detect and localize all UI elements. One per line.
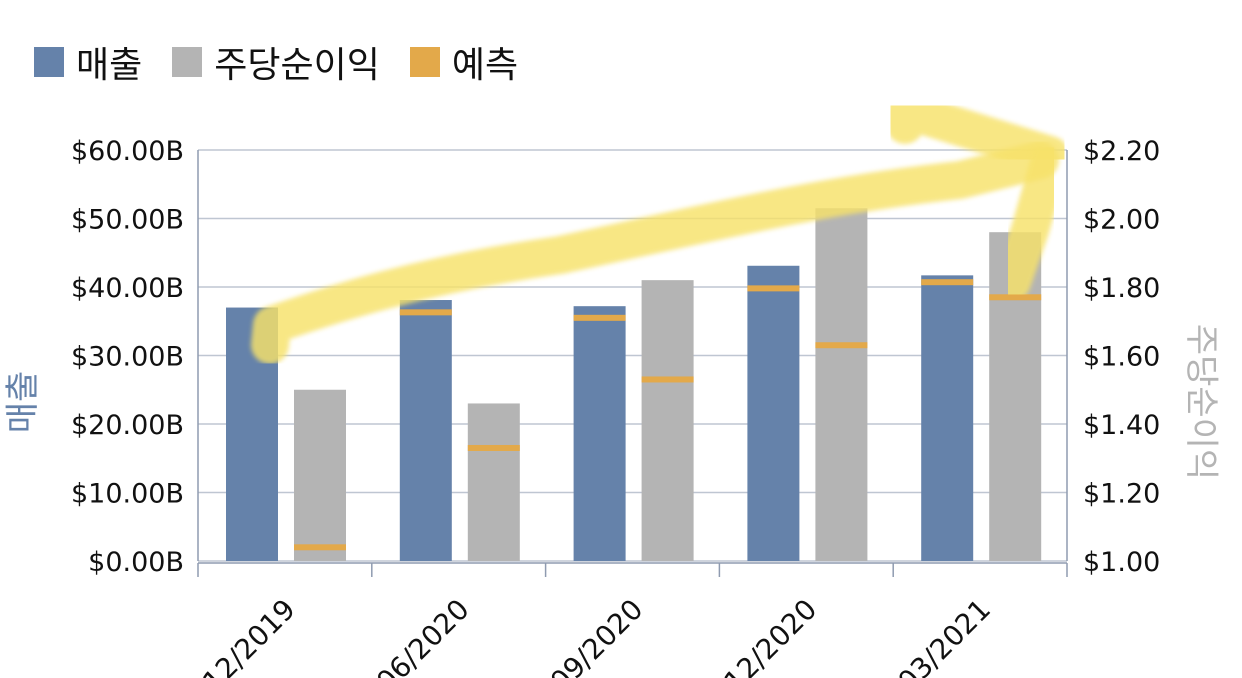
bars: [226, 208, 1042, 561]
y-tick-label-right: $1.60: [1083, 342, 1160, 373]
y-tick-label-right: $1.00: [1083, 547, 1160, 578]
bar-eps: [294, 389, 346, 561]
bar-revenue: [573, 306, 626, 561]
y-tick-label-left: $40.00B: [71, 273, 184, 304]
x-tick-label: 03/2021: [891, 593, 997, 678]
bar-eps: [815, 208, 868, 561]
x-tick-label: 06/2020: [370, 593, 476, 678]
y-tick-label-right: $2.20: [1083, 136, 1160, 167]
legend-swatch-eps: [172, 47, 203, 77]
arrow-head-upper: [886, 91, 1069, 174]
legend-item-revenue: 매출: [34, 36, 142, 88]
arrow-head-lower: [993, 141, 1069, 301]
legend-label-revenue: 매출: [76, 45, 143, 86]
y-tick-label-left: $10.00B: [71, 479, 184, 510]
bar-eps: [641, 280, 694, 561]
estimate-marker-revenue: [747, 285, 800, 292]
legend-label-eps: 주당순이익: [214, 45, 380, 86]
y-tick-label-right: $1.40: [1083, 410, 1160, 441]
bar-revenue: [399, 300, 452, 561]
y-tick-label-right: $1.20: [1083, 479, 1160, 510]
estimate-marker-eps: [815, 342, 868, 349]
legend-label-estimate: 예측: [451, 45, 519, 86]
highlight-arrow: [251, 91, 1069, 364]
y-tick-label-left: $20.00B: [71, 410, 184, 441]
y-axis-title-left: 매출: [3, 371, 43, 434]
estimate-marker-eps: [294, 544, 346, 551]
x-tick-label: 12/2019: [196, 593, 302, 678]
estimate-marker-revenue: [573, 314, 626, 321]
x-tick-label: 09/2020: [544, 593, 650, 678]
estimate-marker-eps: [467, 444, 520, 451]
y-tick-label-right: $2.00: [1083, 205, 1160, 236]
legend-item-estimate: 예측: [409, 36, 519, 88]
estimate-marker-revenue: [399, 309, 452, 316]
bar-eps: [467, 403, 520, 561]
bar-revenue: [747, 265, 800, 561]
legend: 매출 주당순이익 예측: [34, 36, 548, 88]
y-axis-title-right: 주당순이익: [1181, 324, 1221, 480]
y-tick-label-left: $50.00B: [71, 205, 184, 236]
y-tick-label-right: $1.80: [1083, 273, 1160, 304]
arrow-shaft: [251, 141, 1059, 364]
estimate-marker-eps: [641, 376, 694, 383]
axes: [197, 150, 1068, 577]
estimate-marker-revenue: [921, 279, 974, 286]
y-tick-label-left: $60.00B: [71, 136, 184, 167]
x-tick-label: 12/2020: [718, 593, 824, 678]
y-tick-label-left: $30.00B: [71, 342, 184, 373]
y-tick-label-left: $0.00B: [88, 547, 184, 578]
legend-swatch-revenue: [34, 47, 64, 77]
bar-revenue: [921, 275, 974, 561]
legend-item-eps: 주당순이익: [172, 36, 380, 88]
legend-swatch-estimate: [409, 47, 440, 77]
